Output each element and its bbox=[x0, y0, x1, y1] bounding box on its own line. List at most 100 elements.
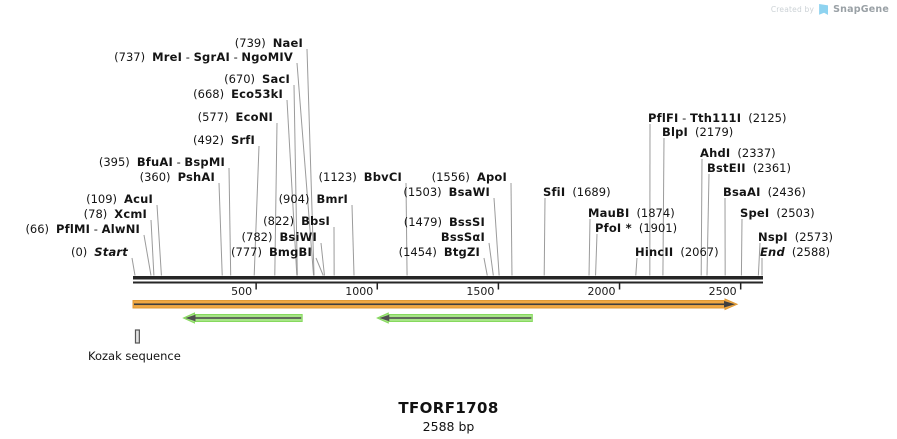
site-connector-line bbox=[351, 204, 355, 276]
enzyme-label-NspI[interactable]: NspI (2573) bbox=[758, 230, 833, 245]
reverse-arrow-1-center-line bbox=[193, 317, 302, 319]
site-connector-line bbox=[150, 219, 155, 276]
enzyme-name: BspMI bbox=[184, 155, 225, 169]
cut-position: (1454) bbox=[398, 245, 437, 259]
enzyme-name: EcoNI bbox=[235, 110, 273, 124]
enzyme-name: NspI bbox=[758, 230, 788, 244]
cut-position: (777) bbox=[231, 245, 262, 259]
enzyme-label-MreI[interactable]: (737) MreI - SgrAI - NgoMIV bbox=[114, 50, 293, 65]
site-connector-line bbox=[315, 257, 324, 276]
cut-position: (2125) bbox=[748, 111, 787, 125]
snapgene-logo-icon bbox=[819, 4, 829, 15]
site-connector-line bbox=[588, 218, 591, 276]
kozak-sequence-marker[interactable] bbox=[134, 329, 140, 344]
site-connector-line bbox=[296, 62, 315, 276]
enzyme-label-BbsI[interactable]: (822) BbsI bbox=[263, 214, 330, 229]
enzyme-label-SacI[interactable]: (670) SacI bbox=[224, 72, 290, 87]
ruler-tick-label: 2000 bbox=[588, 285, 616, 298]
site-connector-line bbox=[131, 257, 136, 276]
name-separator: - bbox=[90, 222, 102, 236]
reverse-arrow-2-center-line bbox=[387, 317, 532, 319]
enzyme-name: XcmI bbox=[114, 207, 147, 221]
cut-position: (2573) bbox=[794, 230, 834, 244]
enzyme-name: SgrAI bbox=[193, 50, 230, 64]
enzyme-name: ApoI bbox=[476, 170, 507, 184]
enzyme-label-BfuAI[interactable]: (395) BfuAI - BspMI bbox=[99, 155, 225, 170]
enzyme-name: NgoMIV bbox=[241, 50, 293, 64]
cut-position: (1479) bbox=[403, 215, 442, 229]
enzyme-name: NaeI bbox=[272, 36, 303, 50]
enzyme-name: BmgBI bbox=[268, 245, 312, 259]
enzyme-label-MauBI[interactable]: MauBI (1874) bbox=[588, 206, 675, 221]
enzyme-label-PshAI[interactable]: (360) PshAI bbox=[140, 170, 215, 185]
site-connector-line bbox=[274, 122, 278, 276]
enzyme-label-ApoI[interactable]: (1556) ApoI bbox=[432, 170, 507, 185]
site-connector-line bbox=[662, 137, 665, 276]
cut-position: (395) bbox=[98, 155, 130, 169]
enzyme-label-BsiWI[interactable]: (782) BsiWI bbox=[242, 230, 317, 245]
name-separator: - bbox=[678, 111, 690, 125]
enzyme-label-BlpI[interactable]: BlpI (2179) bbox=[662, 125, 733, 140]
map-title-block: TFORF1708 2588 bp bbox=[0, 399, 897, 434]
name-separator: - bbox=[172, 155, 185, 169]
cut-position: (822) bbox=[263, 214, 295, 228]
enzyme-label-PflFI[interactable]: PflFI - Tth111I (2125) bbox=[648, 111, 786, 126]
enzyme-label-AcuI[interactable]: (109) AcuI bbox=[86, 192, 153, 207]
enzyme-label-NaeI[interactable]: (739) NaeI bbox=[235, 36, 303, 51]
cut-position: (668) bbox=[193, 87, 225, 101]
enzyme-name: BsaAI bbox=[723, 185, 761, 199]
enzyme-name: BbsI bbox=[301, 214, 330, 228]
enzyme-label-Start[interactable]: (0) Start bbox=[71, 245, 128, 260]
enzyme-label-BmgBI[interactable]: (777) BmgBI bbox=[231, 245, 312, 260]
reverse-arrow-1-head bbox=[185, 314, 196, 322]
site-connector-line bbox=[700, 158, 703, 276]
snapgene-watermark: Created by SnapGene bbox=[771, 4, 889, 15]
cut-position: (1123) bbox=[318, 170, 357, 184]
enzyme-label-Eco53kI[interactable]: (668) Eco53kI bbox=[193, 87, 283, 102]
enzyme-label-BbvCI[interactable]: (1123) BbvCI bbox=[319, 170, 402, 185]
enzyme-label-SfiI[interactable]: SfiI (1689) bbox=[543, 185, 611, 200]
enzyme-label-AhdI[interactable]: AhdI (2337) bbox=[700, 146, 776, 161]
enzyme-name: BssSαI bbox=[440, 230, 485, 244]
ruler-tick-label: 2500 bbox=[709, 285, 737, 298]
enzyme-label-BmrI[interactable]: (904) BmrI bbox=[279, 192, 348, 207]
site-connector-line bbox=[253, 145, 260, 276]
enzyme-name: PflFI bbox=[648, 111, 679, 125]
enzyme-label-PflMI[interactable]: (66) PflMI - AlwNI bbox=[25, 222, 140, 237]
cut-position: (109) bbox=[86, 192, 118, 206]
enzyme-label-BsaWI[interactable]: (1503) BsaWI bbox=[403, 185, 490, 200]
enzyme-label-BsaAI[interactable]: BsaAI (2436) bbox=[723, 185, 806, 200]
enzyme-name: BbvCI bbox=[363, 170, 402, 184]
enzyme-label-PfoI[interactable]: PfoI * (1901) bbox=[595, 221, 677, 236]
enzyme-label-XcmI[interactable]: (78) XcmI bbox=[84, 207, 147, 222]
site-connector-line bbox=[228, 167, 232, 276]
site-connector-line bbox=[595, 233, 598, 276]
cut-position: (1874) bbox=[636, 206, 675, 220]
cut-position: (782) bbox=[241, 230, 273, 244]
cut-position: (2361) bbox=[752, 161, 791, 175]
name-separator: - bbox=[229, 50, 242, 64]
site-connector-line bbox=[483, 257, 488, 276]
enzyme-label-EcoNI[interactable]: (577) EcoNI bbox=[198, 110, 273, 125]
enzyme-name: SacI bbox=[262, 72, 290, 86]
enzyme-name: BssSI bbox=[448, 215, 485, 229]
kozak-sequence-label[interactable]: Kozak sequence bbox=[88, 349, 181, 363]
enzyme-label-SpeI[interactable]: SpeI (2503) bbox=[740, 206, 815, 221]
cut-position: (577) bbox=[197, 110, 229, 124]
enzyme-label-HincII[interactable]: HincII (2067) bbox=[635, 245, 719, 260]
cut-position: (0) bbox=[70, 245, 88, 259]
created-by-text: Created by bbox=[770, 5, 815, 14]
enzyme-label-End[interactable]: End (2588) bbox=[760, 245, 830, 260]
construct-length: 2588 bp bbox=[422, 419, 475, 434]
enzyme-label-BstEII[interactable]: BstEII (2361) bbox=[707, 161, 791, 176]
site-connector-line bbox=[635, 257, 638, 276]
enzyme-label-BssSI[interactable]: (1479) BssSI BssSαI bbox=[404, 215, 485, 245]
ruler-tick-label: 500 bbox=[231, 285, 252, 298]
site-connector-line bbox=[493, 197, 500, 276]
construct-name: TFORF1708 bbox=[398, 399, 499, 417]
enzyme-label-SrfI[interactable]: (492) SrfI bbox=[193, 133, 255, 148]
enzyme-label-BtgZI[interactable]: (1454) BtgZI bbox=[399, 245, 480, 260]
cut-position: (739) bbox=[234, 36, 266, 50]
